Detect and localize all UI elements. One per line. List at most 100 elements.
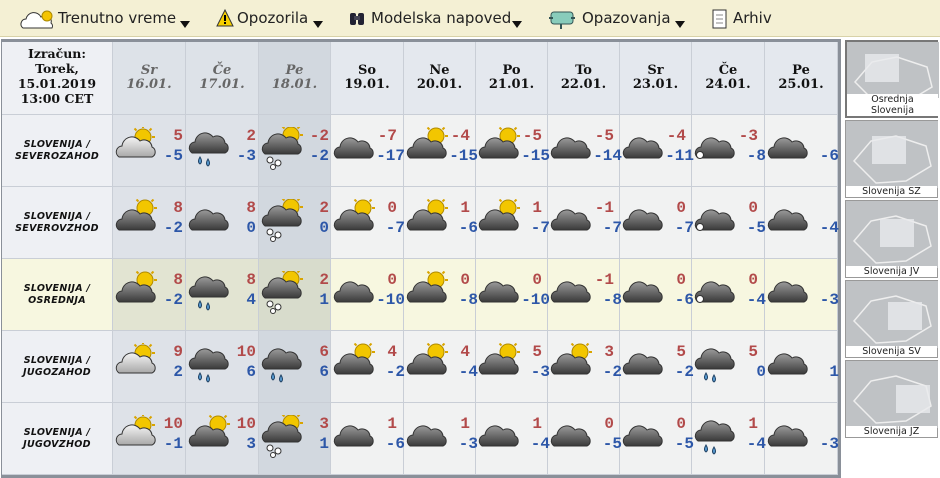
forecast-cell: 1 -6 <box>404 187 478 259</box>
region-name: SLOVENIJA / <box>23 283 91 294</box>
max-temp: 10 <box>163 415 183 433</box>
day-header: Ne 20.01. <box>404 42 476 115</box>
max-temp: -5 <box>594 127 614 145</box>
forecast-cell: 0 -10 <box>331 259 405 331</box>
weather-icon <box>767 343 811 391</box>
map-thumb-svg <box>846 361 938 428</box>
max-temp: 4 <box>387 343 397 361</box>
map-thumb <box>846 121 938 203</box>
weather-icon-svg <box>333 196 375 231</box>
menu-item[interactable]: Opozorila <box>237 9 309 27</box>
weather-icon <box>478 415 522 463</box>
forecast-cell: -1 -7 <box>548 187 622 259</box>
max-temp: 4 <box>460 343 470 361</box>
menu-icon-svg <box>350 13 364 25</box>
forecast-cell: -1 -8 <box>548 259 622 331</box>
map-thumb <box>847 42 939 124</box>
max-temp: -5 <box>522 127 542 145</box>
weather-icon-svg <box>694 209 735 231</box>
weather-icon-svg <box>406 196 448 231</box>
weather-icon <box>550 415 594 463</box>
weather-icon <box>694 127 738 175</box>
min-temp: -7 <box>385 219 405 237</box>
max-temp: 10 <box>236 415 256 433</box>
menu-icon <box>547 8 581 34</box>
menu-item[interactable]: Arhiv <box>733 9 772 27</box>
max-temp: 5 <box>532 343 542 361</box>
forecast-cell: 1 -3 <box>404 403 478 475</box>
region-thumbnail[interactable]: Slovenija SV <box>845 280 938 358</box>
min-temp: 0 <box>756 363 766 381</box>
min-temp: -2 <box>163 291 183 309</box>
weather-icon-svg <box>767 137 808 159</box>
dropdown-arrow <box>180 14 190 33</box>
region-thumbnail[interactable]: Slovenija JV <box>845 200 938 278</box>
day-header: To 22.01. <box>548 42 620 115</box>
weather-icon <box>406 196 450 247</box>
region-thumbnail[interactable]: Slovenija SZ <box>845 120 938 198</box>
min-temp: -8 <box>746 147 766 165</box>
min-temp: -4 <box>530 435 550 453</box>
weather-icon <box>261 267 305 319</box>
day-name: Sr <box>140 63 158 78</box>
weather-icon <box>767 199 811 247</box>
weather-icon-svg <box>478 281 519 303</box>
day-header: Po 21.01. <box>476 42 548 115</box>
day-date: 18.01. <box>271 77 318 92</box>
menu-item[interactable]: Trenutno vreme <box>58 9 177 27</box>
dropdown-arrow-svg <box>180 21 190 28</box>
weather-icon <box>550 127 594 175</box>
day-date: 17.01. <box>199 77 245 92</box>
weather-icon-svg <box>550 209 591 231</box>
min-temp: -7 <box>530 219 550 237</box>
forecast-cell: 5 -5 <box>113 115 186 187</box>
forecast-cell: 0 -4 <box>692 259 766 331</box>
min-temp: -2 <box>385 363 405 381</box>
max-temp: 2 <box>319 199 329 217</box>
weather-icon-svg <box>622 281 663 303</box>
day-date: 22.01. <box>560 77 607 92</box>
weather-icon-svg <box>622 209 663 231</box>
weather-icon <box>767 127 811 175</box>
menu-item[interactable]: Modelska napoved <box>371 9 512 27</box>
min-temp: -3 <box>819 291 839 309</box>
thumbnail-label-line: Slovenija SV <box>862 346 921 357</box>
menu-bar: Trenutno vreme Opozorila Modelska napoved O… <box>0 0 940 37</box>
max-temp: 1 <box>748 415 758 433</box>
weather-icon <box>550 340 594 391</box>
day-header: Sr 23.01. <box>620 42 692 115</box>
region-thumbnail[interactable]: Osrednja Slovenija <box>845 40 939 118</box>
weather-icon <box>622 415 666 463</box>
max-temp: 0 <box>676 415 686 433</box>
region-thumbnail[interactable]: Slovenija JZ <box>845 360 938 438</box>
min-temp: -6 <box>674 291 694 309</box>
forecast-cell: 10 6 <box>186 331 259 403</box>
day-header: Če 17.01. <box>186 42 259 115</box>
weather-icon-svg <box>622 137 663 159</box>
min-temp: -4 <box>458 363 478 381</box>
day-date: 24.01. <box>705 77 751 92</box>
menu-item[interactable]: Opazovanja <box>582 9 671 27</box>
weather-icon <box>694 271 738 319</box>
day-name: Sr <box>647 63 664 78</box>
dropdown-arrow-svg <box>313 21 323 28</box>
day-date: 21.01. <box>488 77 535 92</box>
forecast-cell: -6 <box>765 115 839 187</box>
weather-icon <box>694 343 738 391</box>
min-temp: -2 <box>309 147 329 165</box>
min-temp: -1 <box>163 435 183 453</box>
weather-icon-svg <box>694 281 735 303</box>
forecast-cell: 1 -6 <box>331 403 405 475</box>
map-thumb-svg <box>846 121 938 188</box>
day-header: Pe 18.01. <box>259 42 331 115</box>
map-thumb-svg <box>846 281 938 348</box>
dropdown-arrow-svg <box>512 21 522 28</box>
thumbnail-label: Slovenija SZ <box>846 186 937 197</box>
min-temp: 0 <box>319 219 329 237</box>
weather-icon <box>188 271 232 319</box>
max-temp: 2 <box>319 271 329 289</box>
forecast-cell: 5 -2 <box>620 331 694 403</box>
thumbnail-label: Slovenija JZ <box>846 426 937 437</box>
